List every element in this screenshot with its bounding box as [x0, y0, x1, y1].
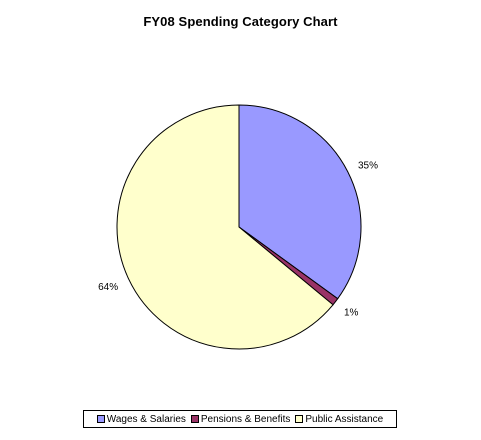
- chart-title: FY08 Spending Category Chart: [143, 14, 338, 29]
- pie-slice-wages-salaries: [238, 104, 362, 300]
- legend-swatch-public-assistance: [295, 415, 304, 423]
- pie-label-wages-salaries: 35%: [358, 160, 378, 171]
- legend-swatch-wages-salaries: [96, 415, 105, 423]
- legend-label-pensions-benefits: Pensions & Benefits: [200, 413, 291, 425]
- legend-item-public-assistance: Public Assistance: [295, 414, 383, 425]
- pie-slice-public-assistance: [116, 104, 334, 350]
- legend-item-wages-salaries: Wages & Salaries: [96, 413, 186, 425]
- legend-item-pensions-benefits: Pensions & Benefits: [190, 413, 291, 425]
- pie-label-pensions-benefits: 1%: [344, 308, 359, 319]
- legend: Wages & Salaries Pensions & Benefits Pub…: [83, 410, 397, 428]
- legend-label-wages-salaries: Wages & Salaries: [106, 413, 186, 425]
- pie-label-public-assistance: 64%: [98, 282, 118, 293]
- legend-swatch-pensions-benefits: [190, 415, 199, 423]
- legend-label-public-assistance: Public Assistance: [305, 413, 384, 425]
